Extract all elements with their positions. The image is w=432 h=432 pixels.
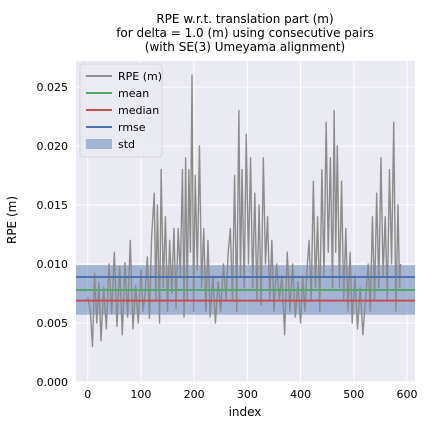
x-tick-label-4: 400 — [290, 388, 311, 401]
legend-label-mean: mean — [118, 87, 149, 100]
legend-label-rpe-m: RPE (m) — [118, 70, 162, 83]
x-axis-ticks: 0 100 200 300 400 500 600 — [84, 388, 417, 401]
legend-swatch-std — [86, 139, 112, 149]
x-tick-label-1: 100 — [130, 388, 151, 401]
y-tick-label-0: 0.000 — [37, 376, 69, 389]
y-axis-ticks: 0.000 0.005 0.010 0.015 0.020 0.025 — [37, 81, 69, 389]
x-axis-label: index — [229, 405, 262, 419]
title-line-2: for delta = 1.0 (m) using consecutive pa… — [116, 26, 374, 40]
stat-lines-layer — [76, 275, 415, 302]
legend-label-rmse: rmse — [118, 121, 146, 134]
x-tick-label-2: 200 — [184, 388, 205, 401]
series-line-rpe — [87, 74, 402, 348]
title-line-1: RPE w.r.t. translation part (m) — [156, 12, 333, 26]
legend-label-median: median — [118, 104, 159, 117]
x-tick-label-6: 600 — [397, 388, 418, 401]
x-tick-label-3: 300 — [237, 388, 258, 401]
legend-label-std: std — [118, 138, 135, 151]
y-tick-label-5: 0.025 — [37, 81, 69, 94]
y-tick-label-3: 0.015 — [37, 199, 69, 212]
x-tick-label-5: 500 — [343, 388, 364, 401]
x-tick-label-0: 0 — [84, 388, 91, 401]
chart-title: RPE w.r.t. translation part (m) for delt… — [116, 12, 374, 54]
series-layer — [87, 74, 402, 348]
y-tick-label-2: 0.010 — [37, 258, 69, 271]
legend-box — [79, 63, 163, 158]
y-tick-label-1: 0.005 — [37, 317, 69, 330]
legend: RPE (m) mean median rmse std — [79, 63, 163, 158]
title-line-3: (with SE(3) Umeyama alignment) — [145, 40, 345, 54]
y-axis-label: RPE (m) — [5, 196, 19, 244]
y-tick-label-4: 0.020 — [37, 140, 69, 153]
